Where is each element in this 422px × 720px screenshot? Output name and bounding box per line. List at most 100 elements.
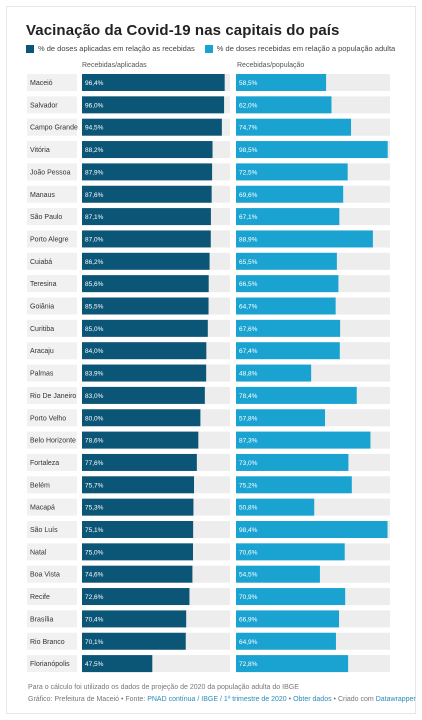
footer-credit-suffix: • Criado com [333,696,374,703]
legend-item-aplicadas: % de doses aplicadas em relação as receb… [26,44,195,53]
data-label-2-recife: 70,9% [239,594,258,601]
bar-1-fortaleza [82,453,197,471]
footer-credit: Gráfico: Prefeitura de Maceió • Fonte: P… [28,696,416,703]
bar-2-curitiba [236,319,341,337]
data-label-1-campo-grande: 94,5% [85,125,104,132]
data-label-1-florianopolis: 47,5% [85,661,104,668]
bar-1-manaus [82,185,212,203]
bar-1-florianopolis [82,655,153,673]
bar-2-recife [236,588,346,606]
data-label-2-natal: 70,6% [239,549,258,556]
category-label-salvador: Salvador [30,102,58,109]
bar-2-belem [236,476,352,494]
bar-1-sao-paulo [82,208,211,226]
bar-2-belo-horizonte [236,431,371,449]
data-label-2-campo-grande: 74,7% [239,125,258,132]
bar-2-fortaleza [236,453,349,471]
category-label-bg-teresina [27,275,77,293]
data-label-1-fortaleza: 77,6% [85,460,104,467]
category-label-bg-sao-paulo [27,208,77,226]
bar-1-macapa [82,498,194,516]
data-label-1-vitoria: 88,2% [85,147,104,154]
data-label-1-sao-luis: 75,1% [85,527,104,534]
data-label-2-brasilia: 66,9% [239,616,258,623]
footer-datawrapper-link[interactable]: Datawrapper [375,696,416,703]
category-label-bg-macapa [27,498,77,516]
bar-1-aracaju [82,342,207,360]
category-label-bg-curitiba [27,319,77,337]
category-label-bg-rio-de-janeiro [27,386,77,404]
data-label-2-fortaleza: 73,0% [239,460,258,467]
bar-2-cuiaba [236,252,337,270]
data-label-2-teresina: 66,5% [239,281,258,288]
category-label-bg-salvador [27,96,77,114]
data-label-2-aracaju: 67,4% [239,348,258,355]
data-label-1-porto-alegre: 87,0% [85,236,104,243]
category-label-bg-belo-horizonte [27,431,77,449]
bar-2-macapa [236,498,315,516]
category-label-macapa: Macapá [30,505,55,512]
bar-2-goiania [236,297,336,315]
footer-get-data-link[interactable]: Obter dados [293,696,332,703]
bar-1-boa-vista [82,565,193,583]
bar-2-vitoria [236,141,388,159]
data-label-1-palmas: 83,9% [85,371,104,378]
data-label-2-belo-horizonte: 87,3% [239,438,258,445]
category-label-teresina: Teresina [30,281,57,288]
data-label-1-manaus: 87,6% [85,192,104,199]
data-label-2-rio-branco: 64,9% [239,639,258,646]
bar-2-sao-paulo [236,208,340,226]
bar-2-rio-de-janeiro [236,386,357,404]
chart-title: Vacinação da Covid-19 nas capitais do pa… [26,22,340,39]
bar-2-boa-vista [236,565,320,583]
data-label-1-sao-paulo: 87,1% [85,214,104,221]
legend-label-aplicadas: % de doses aplicadas em relação as receb… [38,44,195,53]
bar-1-porto-alegre [82,230,211,248]
category-label-bg-aracaju [27,342,77,360]
data-label-2-maceio: 58,5% [239,80,258,87]
category-label-curitiba: Curitiba [30,326,54,333]
category-label-recife: Recife [30,594,50,601]
category-label-vitoria: Vitória [30,147,50,154]
bar-1-curitiba [82,319,208,337]
data-label-2-curitiba: 67,6% [239,326,258,333]
category-label-brasilia: Brasília [30,616,53,623]
category-label-bg-porto-alegre [27,230,77,248]
category-label-fortaleza: Fortaleza [30,460,59,467]
data-label-1-recife: 72,6% [85,594,104,601]
category-label-bg-vitoria [27,141,77,159]
bar-1-joao-pessoa [82,163,213,181]
data-label-1-salvador: 96,0% [85,102,104,109]
category-label-sao-luis: São Luís [30,527,58,534]
data-label-2-vitoria: 98,5% [239,147,258,154]
data-label-1-belo-horizonte: 78,6% [85,438,104,445]
bar-2-palmas [236,364,312,382]
data-label-1-natal: 75,0% [85,549,104,556]
data-label-2-porto-velho: 57,8% [239,415,258,422]
bar-2-teresina [236,275,339,293]
legend-label-populacao: % de doses recebidas em relação a popula… [216,44,396,53]
data-label-1-maceio: 96,4% [85,80,104,87]
footer-note: Para o cálculo foi utilizado os dados de… [28,684,299,691]
category-label-bg-porto-velho [27,409,77,427]
category-label-bg-recife [27,588,77,606]
category-label-goiania: Goiânia [30,304,54,311]
category-label-bg-goiania [27,297,77,315]
category-label-maceio: Maceió [30,80,53,87]
data-label-2-porto-alegre: 88,9% [239,236,258,243]
data-label-2-palmas: 48,8% [239,371,258,378]
bar-2-campo-grande [236,118,352,136]
bar-1-rio-branco [82,632,186,650]
data-label-1-boa-vista: 74,6% [85,572,104,579]
data-label-1-belem: 75,7% [85,482,104,489]
bar-1-goiania [82,297,209,315]
footer-source-link[interactable]: PNAD contínua / IBGE / 1º trimestre de 2… [147,696,287,703]
category-label-joao-pessoa: João Pessoa [30,169,71,176]
category-label-bg-florianopolis [27,655,77,673]
data-label-2-sao-luis: 98,4% [239,527,258,534]
bar-1-sao-luis [82,521,194,538]
category-label-cuiaba: Cuiabá [30,259,52,266]
bar-2-aracaju [236,342,340,360]
category-label-bg-manaus [27,185,77,203]
